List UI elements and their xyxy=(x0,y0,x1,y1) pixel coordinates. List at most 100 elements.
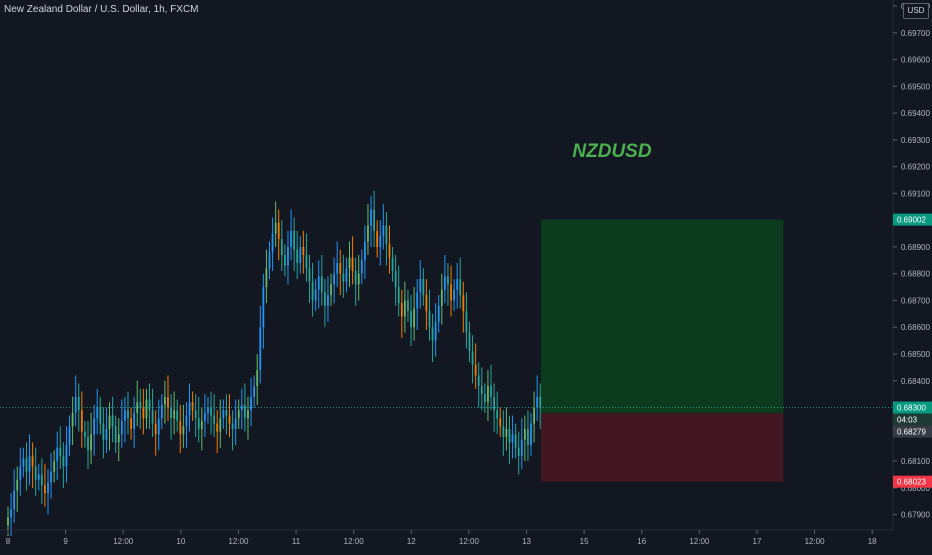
candle-body xyxy=(305,254,308,269)
candle-body xyxy=(50,471,52,483)
candle-body xyxy=(391,257,394,272)
candle-body xyxy=(84,431,86,437)
y-tick-label: 0.69200 xyxy=(901,163,930,172)
candle-body xyxy=(167,396,169,408)
candle-body xyxy=(345,268,348,282)
y-tick-label: 0.68100 xyxy=(901,457,930,466)
candle-body xyxy=(348,257,351,269)
candle-body xyxy=(210,407,212,416)
candle-body xyxy=(53,461,56,472)
candle-body xyxy=(431,327,434,341)
x-tick-label: 17 xyxy=(753,537,762,546)
candle-body xyxy=(505,428,508,437)
candle-body xyxy=(182,426,185,435)
y-tick-label: 0.69300 xyxy=(901,136,930,145)
candle-body xyxy=(56,447,59,462)
y-tick-label: 0.67900 xyxy=(901,511,930,520)
candle-body xyxy=(151,410,154,424)
candle-body xyxy=(419,279,422,293)
candle-body xyxy=(197,418,200,429)
candle-body xyxy=(37,474,40,480)
candle-body xyxy=(213,415,216,424)
candle-body xyxy=(87,436,89,451)
candle-body xyxy=(40,474,43,486)
candle-body xyxy=(262,287,265,328)
candle-body xyxy=(25,458,28,472)
candle-body xyxy=(511,434,514,443)
candle-body xyxy=(185,415,188,427)
x-tick-label: 18 xyxy=(868,537,877,546)
candle-body xyxy=(394,271,397,288)
candle-body xyxy=(320,276,323,293)
candle-body xyxy=(527,428,529,446)
candle-body xyxy=(314,289,317,301)
x-tick-label: 15 xyxy=(580,537,589,546)
candle-body xyxy=(333,273,336,285)
candle-body xyxy=(407,300,409,312)
loss-zone xyxy=(540,413,784,482)
profit-zone xyxy=(540,219,784,414)
candle-body xyxy=(145,399,148,419)
candle-body xyxy=(471,351,474,365)
candle-body xyxy=(480,386,483,395)
candle-body xyxy=(299,246,302,263)
candle-body xyxy=(388,244,391,258)
candle-body xyxy=(203,412,206,421)
candle-body xyxy=(496,410,499,419)
candle-body xyxy=(397,287,400,304)
candle-body xyxy=(117,434,120,443)
candle-body xyxy=(287,246,289,266)
candle-body xyxy=(422,279,425,296)
candle-body xyxy=(330,284,332,296)
candle-body xyxy=(160,404,163,419)
candle-body xyxy=(536,396,539,408)
candle-body xyxy=(231,423,234,429)
y-tick-label: 0.68800 xyxy=(901,270,930,279)
candle-body xyxy=(382,225,385,237)
candle-body xyxy=(188,402,191,416)
candle-body xyxy=(164,396,166,405)
x-tick-label: 9 xyxy=(63,537,68,546)
candle-body xyxy=(354,271,357,285)
price-tag-bg xyxy=(893,401,932,414)
candle-body xyxy=(176,410,179,421)
candle-body xyxy=(385,225,388,245)
candle-body xyxy=(459,279,462,296)
x-tick-label: 10 xyxy=(176,537,185,546)
candle-body xyxy=(308,268,311,282)
candle-body xyxy=(124,410,126,421)
candle-body xyxy=(379,236,382,247)
candle-body xyxy=(293,230,296,250)
candle-body xyxy=(416,292,419,309)
candle-body xyxy=(283,254,286,266)
currency-button[interactable]: USD xyxy=(903,3,929,19)
candle-body xyxy=(440,289,443,306)
candle-body xyxy=(517,447,520,456)
candle-body xyxy=(339,262,342,274)
price-tag-bg xyxy=(893,475,932,488)
candle-body xyxy=(77,396,80,411)
candle-body xyxy=(93,418,96,435)
candle-body xyxy=(240,404,243,411)
y-tick-label: 0.69500 xyxy=(901,82,930,91)
candle-body xyxy=(296,249,299,263)
price-tag-bg xyxy=(893,413,932,426)
price-tag-label: 04:03 xyxy=(897,416,918,425)
candle-body xyxy=(142,407,145,419)
x-tick-label: 12 xyxy=(407,537,416,546)
candle-body xyxy=(234,418,237,429)
chart-title-label: NZDUSD xyxy=(572,141,651,162)
candle-body xyxy=(539,396,542,408)
candle-body xyxy=(47,482,49,494)
candle-body xyxy=(194,410,197,419)
candle-body xyxy=(157,418,160,435)
candle-body xyxy=(139,402,142,408)
candle-body xyxy=(360,260,363,274)
candle-body xyxy=(7,517,9,526)
candle-body xyxy=(462,295,465,312)
candle-body xyxy=(99,407,102,424)
price-tag-bg xyxy=(893,213,932,226)
x-tick-label: 12:00 xyxy=(459,537,480,546)
